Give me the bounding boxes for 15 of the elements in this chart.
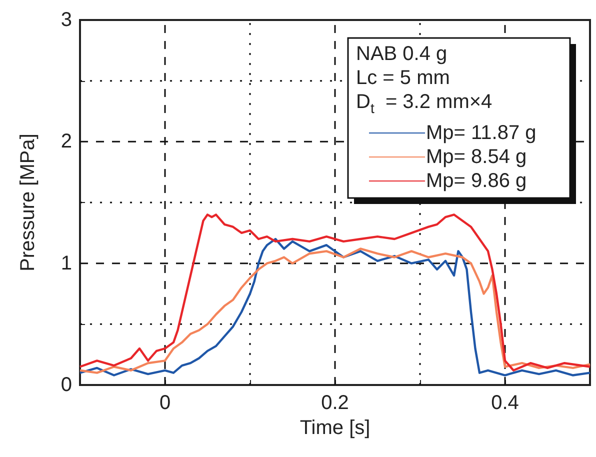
y-axis-title: Pressure [MPa] <box>17 134 39 272</box>
y-tick-label: 2 <box>60 130 72 153</box>
y-tick-label: 1 <box>60 252 72 274</box>
legend-label: Mp= 9.86 g <box>426 170 527 192</box>
legend-label: Mp= 11.87 g <box>426 122 536 144</box>
y-tick-label: 0 <box>60 374 72 396</box>
annotation: Lc = 5 mm <box>356 67 450 89</box>
y-tick-label: 3 <box>60 9 72 31</box>
x-tick-label: 0.4 <box>491 392 519 414</box>
x-tick-label: 0.2 <box>321 392 349 414</box>
x-axis-title: Time [s] <box>300 416 370 439</box>
x-tick-label: 0 <box>159 392 171 414</box>
line-series <box>78 214 592 372</box>
annotation: NAB 0.4 g <box>356 43 448 65</box>
legend-label: Mp= 8.54 g <box>426 146 527 168</box>
